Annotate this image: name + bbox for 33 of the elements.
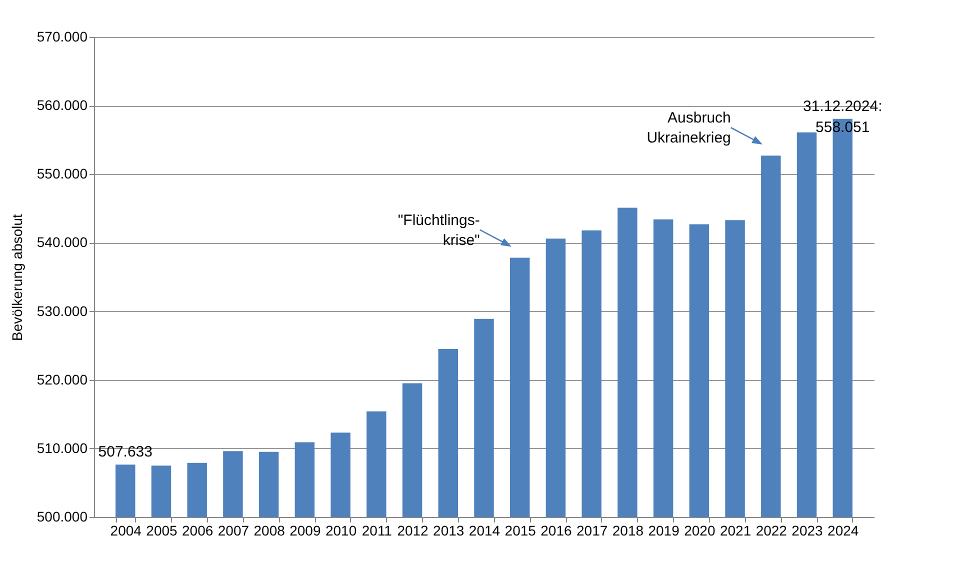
x-tick-label: 2011 [362, 522, 392, 538]
y-tick-label: 510.000 [36, 440, 88, 456]
x-tick-label: 2015 [504, 522, 536, 538]
x-tick-label: 2021 [720, 522, 752, 538]
y-axis-title: Bevölkerung absolut [8, 214, 25, 341]
y-tick-label: 560.000 [36, 97, 88, 114]
x-tick-label: 2012 [397, 522, 429, 538]
x-tick-label: 2016 [540, 522, 572, 538]
x-tick-label: 2023 [792, 522, 824, 538]
x-tick-label: 2008 [254, 522, 286, 538]
x-tick-label: 2010 [325, 522, 357, 538]
x-tick-label: 2019 [648, 522, 680, 538]
x-tick-label: 2014 [468, 522, 500, 538]
x-tick-label: 2004 [110, 522, 142, 538]
y-tick-label: 520.000 [36, 371, 88, 388]
x-tick-label: 2018 [612, 522, 644, 538]
x-tick-label: 2009 [290, 522, 321, 538]
annotation: Ausbruch Ukrainekrieg [646, 110, 731, 147]
x-tick-label: 2007 [218, 522, 250, 538]
data-label: 507.633 [98, 444, 152, 461]
x-tick-label: 2024 [828, 522, 859, 538]
x-tick-label: 2006 [182, 522, 214, 538]
y-tick-label: 540.000 [36, 234, 88, 250]
y-tick-label: 500.000 [36, 508, 88, 524]
x-tick-label: 2017 [576, 522, 608, 538]
x-tick-label: 2005 [146, 522, 178, 538]
x-tick-label: 2020 [684, 522, 716, 538]
x-tick-label: 2013 [433, 522, 464, 538]
y-tick-label: 530.000 [36, 302, 88, 319]
annotation: "Flüchtlings- krise" [398, 212, 480, 249]
x-tick-label: 2022 [756, 522, 788, 538]
y-tick-label: 550.000 [36, 166, 88, 182]
y-tick-label: 570.000 [36, 28, 88, 44]
